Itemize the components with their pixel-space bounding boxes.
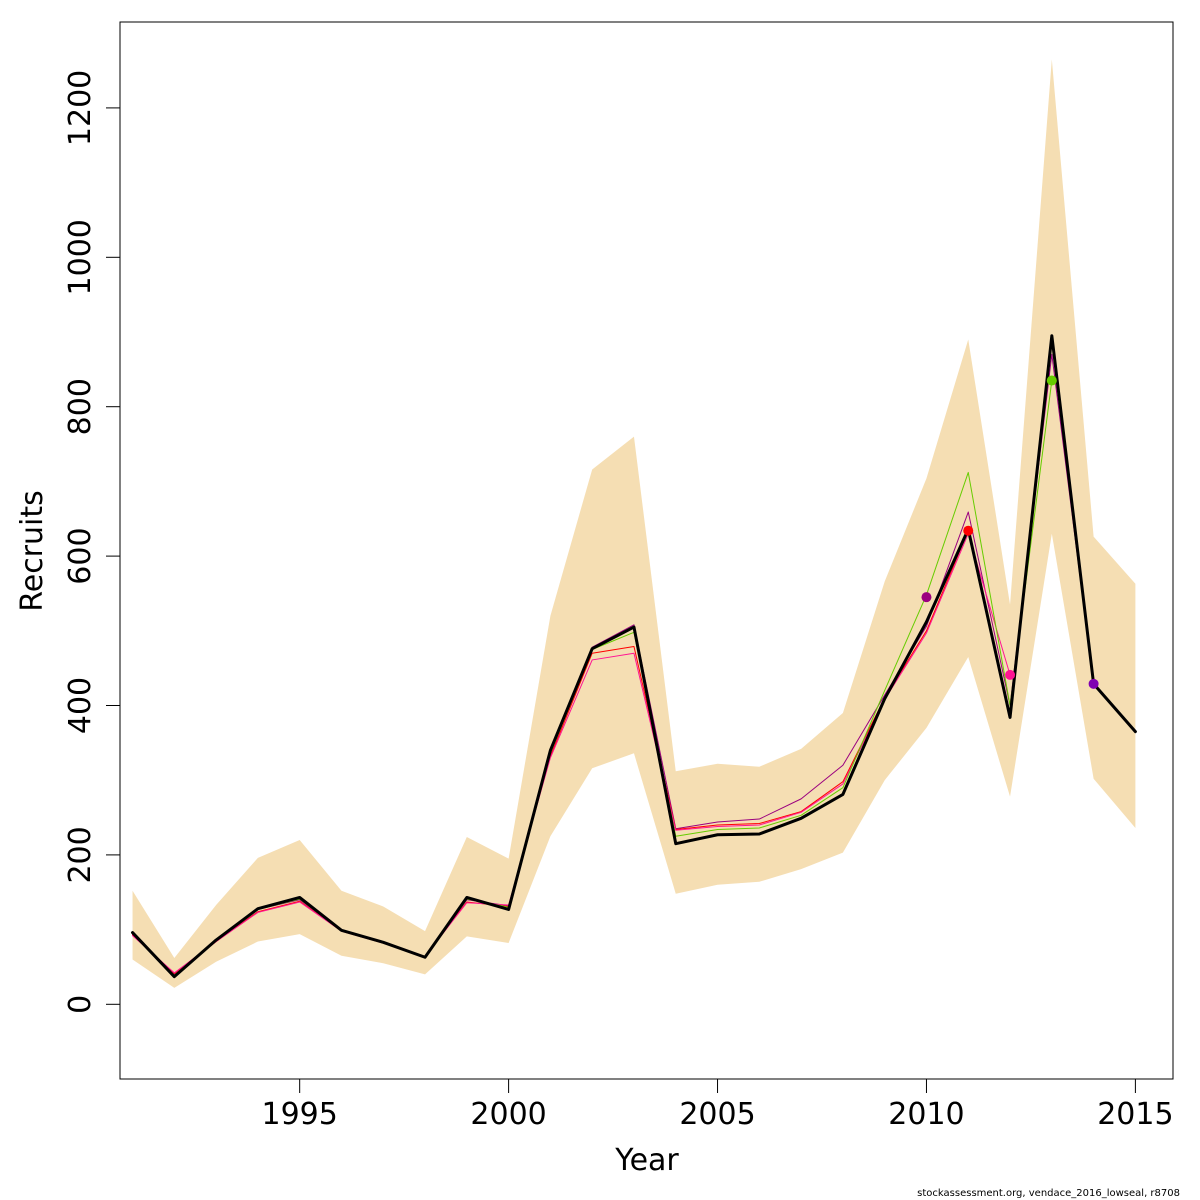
y-tick-label: 800 [63,378,98,435]
x-tick-label: 2000 [470,1097,546,1132]
series-line-peel [132,533,1011,974]
y-tick-label: 400 [63,677,98,734]
confidence-band-layer [132,59,1136,988]
series-end-point [1088,678,1099,689]
series-end-point [1046,375,1057,386]
x-tick-label: 1995 [261,1097,337,1132]
series-end-point [921,592,932,603]
series-end-point [1005,669,1016,680]
points-layer [921,375,1099,689]
y-tick-label: 0 [63,995,98,1014]
series-end-point [963,525,974,536]
x-tick-label: 2005 [679,1097,755,1132]
x-axis-title: Year [614,1143,679,1178]
y-axis: 0 200 400 600 800 1000 1200 [63,70,121,1014]
x-tick-label: 2010 [888,1097,964,1132]
y-tick-label: 200 [63,826,98,883]
series-line-peel [132,530,969,975]
y-tick-label: 1000 [63,219,98,295]
y-tick-label: 600 [63,527,98,584]
confidence-band [132,59,1136,988]
x-tick-label: 2015 [1097,1097,1173,1132]
y-axis-title: Recruits [15,490,50,612]
footnote: stockassessment.org, vendace_2016_lowsea… [917,1188,1180,1199]
x-axis: 1995 2000 2005 2010 2015 [261,1078,1174,1132]
y-tick-label: 1200 [63,70,98,146]
